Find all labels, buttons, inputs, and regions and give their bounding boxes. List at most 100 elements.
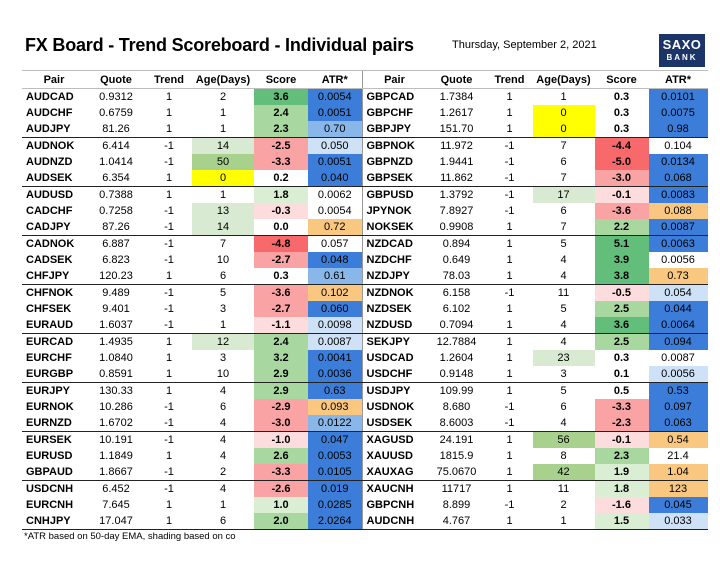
pair-cell: NZDNOK [366, 287, 414, 299]
age-cell: 4 [560, 336, 567, 348]
table-row: NZDSEK 6.102 1 5 2.5 0.044 [363, 301, 708, 317]
table-row: USDCHF 0.9148 1 3 0.1 0.0056 [362, 366, 708, 383]
atr-cell: 0.097 [648, 399, 708, 415]
trend-cell: 1 [486, 366, 533, 383]
pair-cell: USDCHF [362, 366, 427, 383]
age-cell: 6 [560, 156, 567, 168]
age-cell: 3 [219, 303, 227, 315]
score-cell: 2.9 [254, 366, 308, 383]
score-cell: -1.6 [594, 497, 649, 513]
quote-cell: 151.70 [426, 121, 487, 138]
quote-cell: 1.6037 [86, 317, 146, 334]
table-row: EURSEK 10.191 -1 4 -1.0 0.047 [22, 431, 362, 448]
score-cell: 2.3 [594, 448, 649, 464]
quote-cell: 17.047 [86, 513, 146, 530]
tables-container: Pair Quote Trend Age(Days) Score ATR* AU… [22, 71, 708, 530]
age-cell: 4 [560, 254, 567, 266]
score-cell: 3.6 [254, 88, 308, 105]
pair-cell: XAUCNH [366, 483, 414, 495]
score-cell: 2.4 [254, 105, 308, 121]
header-row: Pair Quote Trend Age(Days) Score ATR* [362, 71, 708, 89]
atr-cell: 0.0105 [308, 464, 362, 481]
atr-cell: 0.0087 [661, 352, 695, 364]
column-header-atr: ATR* [308, 71, 362, 89]
table-row: AUDNOK 6.414 -1 14 -2.5 0.050 [22, 137, 362, 154]
trend-cell: -1 [504, 205, 515, 217]
quote-cell: 109.99 [439, 385, 474, 397]
quote-cell: 24.191 [439, 434, 474, 446]
score-cell: 0.2 [254, 170, 308, 187]
trend-cell: -1 [504, 189, 515, 201]
pair-cell: GBPUSD [366, 189, 414, 201]
table-row: GBPNOK 11.972 -1 7 -4.4 0.104 [363, 137, 708, 154]
atr-cell: 0.0285 [308, 497, 362, 513]
score-cell: 3.9 [594, 252, 649, 268]
table-row: AUDCAD 0.9312 1 2 3.6 0.0054 [22, 88, 362, 105]
score-cell: 2.4 [254, 333, 308, 350]
age-cell: 1 [192, 317, 254, 334]
quote-cell: 6.354 [86, 170, 146, 187]
column-header-atr: ATR* [648, 71, 708, 89]
age-cell: 5 [560, 385, 567, 397]
atr-cell: 0.0098 [308, 317, 362, 334]
atr-cell: 0.70 [308, 121, 362, 138]
atr-cell: 0.094 [648, 333, 708, 350]
score-cell: 0.1 [594, 366, 649, 383]
score-cell: -0.3 [254, 203, 308, 219]
score-cell: -3.6 [254, 284, 308, 301]
trend-cell: 1 [506, 434, 513, 446]
pair-cell: GBPJPY [362, 121, 427, 138]
score-cell: 0.5 [613, 385, 630, 397]
score-cell: -0.1 [594, 186, 649, 203]
trend-cell: -1 [164, 205, 174, 217]
atr-cell: 0.102 [308, 284, 362, 301]
table-row: NOKSEK 0.9908 1 7 2.2 0.0087 [362, 219, 708, 236]
trend-cell: -1 [504, 499, 515, 511]
atr-cell: 2.0264 [308, 513, 362, 530]
table-row: AUDCNH 4.767 1 1 1.5 0.033 [362, 513, 708, 530]
table-row: GBPCAD 1.7384 1 1 0.3 0.0101 [363, 88, 708, 105]
atr-cell: 1.04 [648, 464, 708, 481]
pair-cell: AUDNOK [26, 140, 75, 152]
quote-cell: 8.6003 [426, 415, 487, 432]
quote-cell: 1.4935 [99, 336, 133, 348]
age-cell: 8 [560, 450, 567, 462]
trend-cell: -1 [504, 140, 515, 152]
atr-cell: 0.0054 [308, 88, 362, 105]
score-cell: -2.5 [254, 137, 308, 154]
quote-cell: 0.894 [442, 238, 471, 250]
age-cell: 6 [560, 401, 567, 413]
quote-cell: 75.0670 [426, 464, 487, 481]
trend-cell: -1 [164, 238, 174, 250]
quote-cell: 1.6702 [86, 415, 146, 432]
atr-cell: 0.0087 [648, 219, 708, 236]
table-row: USDSEK 8.6003 -1 4 -2.3 0.063 [362, 415, 708, 432]
page-title: FX Board - Trend Scoreboard - Individual… [25, 35, 414, 55]
quote-cell: 6.887 [102, 238, 130, 250]
atr-cell: 0.0083 [648, 186, 708, 203]
age-cell: 0 [532, 121, 595, 138]
table-row: CHFSEK 9.401 -1 3 -2.7 0.060 [22, 301, 362, 317]
table-row: USDCAD 1.2604 1 23 0.3 0.0087 [363, 350, 708, 366]
column-header-quote: Quote [86, 71, 146, 89]
score-cell: -5.0 [594, 154, 649, 170]
pair-cell: AUDCAD [26, 91, 74, 103]
quote-cell: 78.03 [426, 268, 487, 285]
saxo-bank-logo: SAXO BANK [659, 34, 705, 67]
trend-cell: 1 [146, 366, 192, 383]
column-header-score: Score [594, 71, 649, 89]
table-row: USDCNH 6.452 -1 4 -2.6 0.019 [22, 480, 362, 497]
table-row: NZDCHF 0.649 1 4 3.9 0.0056 [363, 252, 708, 268]
pair-cell: CHFSEK [26, 303, 72, 315]
quote-cell: 12.7884 [436, 336, 477, 348]
quote-cell: 0.9312 [99, 91, 133, 103]
age-cell: 50 [192, 154, 254, 170]
score-cell: 1.8 [594, 480, 649, 497]
atr-cell: 0.045 [648, 497, 708, 513]
table-row: EURNZD 1.6702 -1 4 -3.0 0.0122 [22, 415, 362, 432]
trend-cell: 1 [506, 483, 513, 495]
trend-cell: -1 [504, 401, 515, 413]
quote-cell: 10.286 [99, 401, 133, 413]
age-cell: 3 [219, 352, 227, 364]
score-cell: 2.6 [254, 448, 308, 464]
